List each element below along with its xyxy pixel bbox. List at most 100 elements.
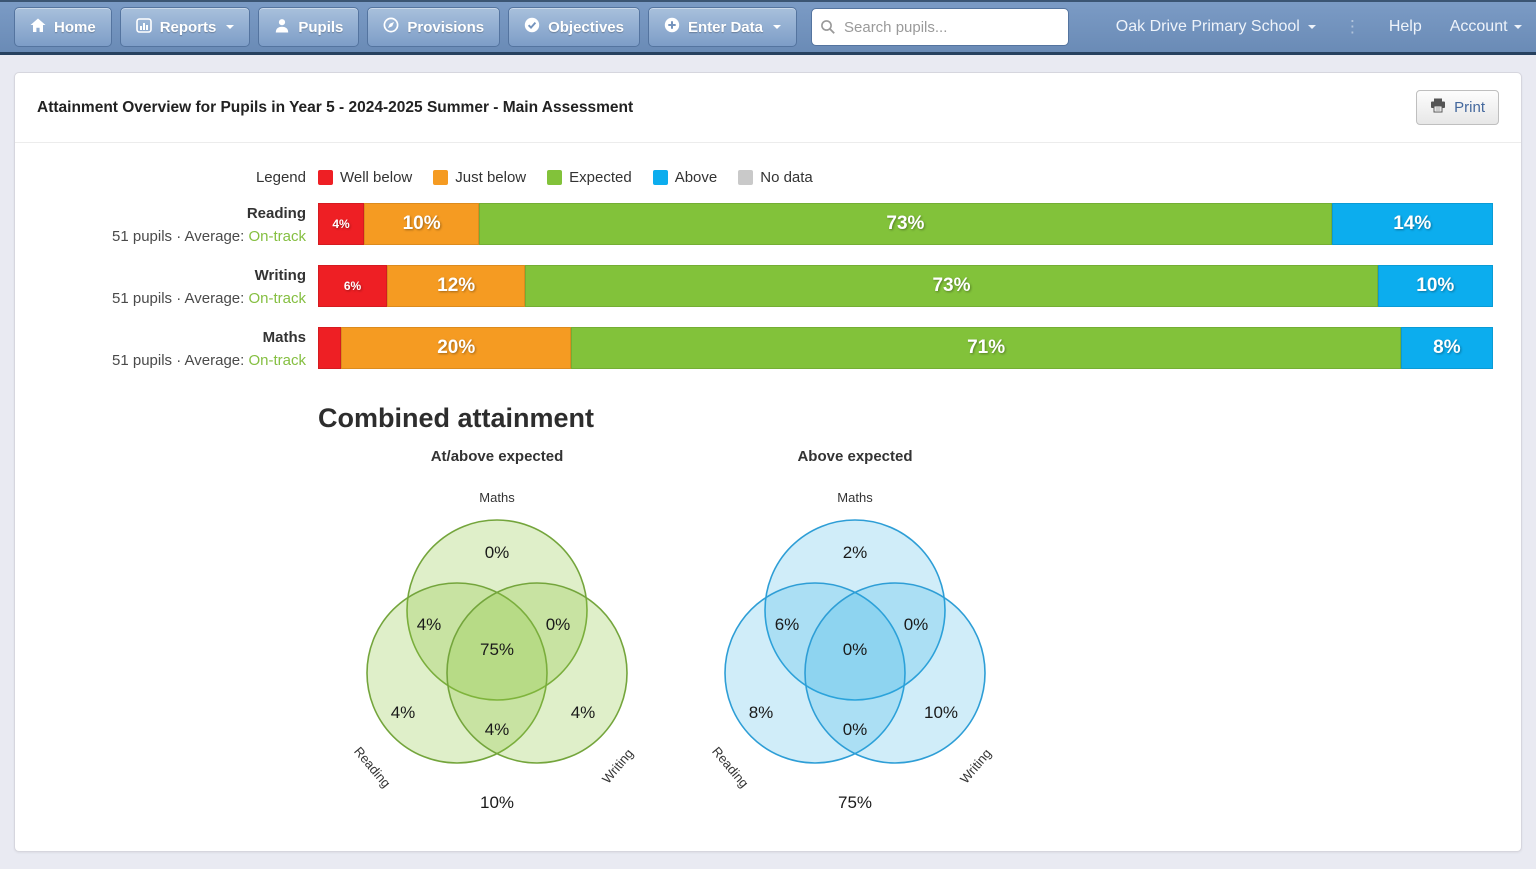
venn-above-expected: Above expected Maths 2% 6% 0% 0% 8% 0% 1… (676, 448, 1034, 815)
nav-enter-data-label: Enter Data (687, 18, 763, 36)
page-title: Attainment Overview for Pupils in Year 5… (37, 98, 634, 116)
svg-text:Reading: Reading (351, 744, 394, 791)
nav-objectives-button[interactable]: Objectives (508, 7, 640, 47)
svg-text:Maths: Maths (479, 490, 515, 505)
report-card: Attainment Overview for Pupils in Year 5… (14, 72, 1522, 852)
top-navbar: Home Reports Pupils Provisions Object (0, 0, 1536, 55)
svg-text:0%: 0% (843, 640, 868, 659)
attainment-bar: 4% 10% 73% 14% (318, 203, 1493, 245)
nav-reports-label: Reports (159, 18, 217, 36)
average-value: On-track (248, 228, 306, 245)
attainment-row-maths: Maths 51 pupils · Average: On-track 20% … (15, 327, 1521, 371)
svg-text:2%: 2% (843, 543, 868, 562)
svg-text:8%: 8% (749, 703, 774, 722)
row-subject: Reading (246, 205, 306, 222)
svg-text:10%: 10% (480, 793, 514, 812)
svg-text:Writing: Writing (599, 746, 636, 786)
svg-text:0%: 0% (546, 615, 571, 634)
nav-reports-button[interactable]: Reports (119, 7, 251, 47)
venn-chart-above-expected: Maths 2% 6% 0% 0% 8% 0% 10% Reading Writ… (709, 490, 994, 812)
vertical-dots-divider: ⋮ (1343, 17, 1361, 36)
svg-text:0%: 0% (485, 543, 510, 562)
svg-text:4%: 4% (571, 703, 596, 722)
printer-icon (1430, 98, 1446, 117)
account-label: Account (1449, 18, 1508, 35)
bar-segment[interactable]: 14% (1331, 203, 1493, 245)
average-value: On-track (248, 290, 306, 307)
svg-text:Maths: Maths (837, 490, 873, 505)
school-selector[interactable]: Oak Drive Primary School (1116, 18, 1316, 36)
bar-segment[interactable]: 73% (479, 203, 1332, 245)
home-icon (30, 18, 46, 37)
svg-text:Reading: Reading (709, 744, 752, 791)
svg-text:0%: 0% (904, 615, 929, 634)
pupil-search (811, 8, 1069, 46)
bar-segment[interactable]: 6% (318, 265, 388, 307)
chevron-down-icon (1514, 24, 1522, 29)
print-label: Print (1454, 99, 1485, 116)
bar-segment[interactable]: 73% (525, 265, 1378, 307)
check-circle-icon (524, 17, 540, 37)
chart-legend: Legend Well below Just below Expected Ab… (15, 169, 1521, 186)
attainment-chart: Legend Well below Just below Expected Ab… (15, 143, 1521, 815)
bar-segment[interactable]: 8% (1400, 327, 1493, 369)
bar-segment[interactable]: 10% (1377, 265, 1493, 307)
nav-pupils-button[interactable]: Pupils (258, 7, 360, 47)
attainment-row-reading: Reading 51 pupils · Average: On-track 4%… (15, 203, 1521, 247)
chevron-down-icon (773, 25, 781, 29)
compass-icon (383, 17, 399, 37)
navbar-right-group: Oak Drive Primary School ⋮ Help Account (1116, 17, 1522, 37)
bar-segment[interactable]: 71% (571, 327, 1401, 369)
nav-provisions-label: Provisions (407, 18, 485, 36)
chevron-down-icon (1307, 24, 1316, 29)
plus-circle-icon (664, 17, 680, 37)
legend-item: No data (738, 169, 813, 186)
bar-segment[interactable]: 12% (387, 265, 526, 307)
legend-title: Legend (255, 169, 306, 186)
nav-home-button[interactable]: Home (14, 7, 112, 47)
legend-item: Well below (318, 169, 412, 186)
legend-swatch (318, 170, 333, 185)
nav-objectives-label: Objectives (548, 18, 624, 36)
svg-text:0%: 0% (843, 720, 868, 739)
report-header: Attainment Overview for Pupils in Year 5… (15, 73, 1521, 143)
legend-item: Expected (547, 169, 632, 186)
legend-item: Just below (433, 169, 526, 186)
bar-segment[interactable]: 10% (364, 203, 480, 245)
nav-home-label: Home (54, 18, 96, 36)
legend-swatch (738, 170, 754, 185)
venn-diagrams: At/above expected Maths 0% 4% 0% 75% 4% … (318, 448, 1521, 815)
bar-segment[interactable]: 4% (318, 203, 365, 245)
row-info: 51 pupils · Average: On-track (112, 352, 306, 369)
bar-segment[interactable]: 20% (341, 327, 572, 369)
attainment-bar: 20% 71% 8% (318, 327, 1493, 369)
svg-text:10%: 10% (924, 703, 958, 722)
nav-provisions-button[interactable]: Provisions (367, 7, 501, 47)
chevron-down-icon (226, 25, 235, 29)
svg-text:4%: 4% (485, 720, 510, 739)
bar-segment[interactable] (318, 327, 342, 369)
row-info: 51 pupils · Average: On-track (112, 290, 306, 307)
search-input[interactable] (811, 8, 1069, 46)
legend-swatch (433, 170, 449, 185)
bar-chart-icon (135, 17, 152, 37)
row-subject: Maths (262, 329, 306, 346)
row-subject: Writing (254, 267, 306, 284)
svg-text:6%: 6% (775, 615, 800, 634)
attainment-row-writing: Writing 51 pupils · Average: On-track 6%… (15, 265, 1521, 309)
person-icon (274, 18, 290, 37)
average-value: On-track (248, 352, 306, 369)
attainment-bar: 6% 12% 73% 10% (318, 265, 1493, 307)
help-link[interactable]: Help (1388, 18, 1422, 35)
nav-enter-data-button[interactable]: Enter Data (647, 7, 797, 47)
legend-swatch (652, 170, 668, 185)
venn-chart-at-above-expected: Maths 0% 4% 0% 75% 4% 4% 4% Reading Writ… (351, 490, 636, 812)
school-name: Oak Drive Primary School (1115, 18, 1300, 35)
svg-text:75%: 75% (480, 640, 514, 659)
venn-title: At/above expected (430, 448, 564, 465)
print-button[interactable]: Print (1416, 90, 1499, 125)
row-info: 51 pupils · Average: On-track (112, 228, 306, 245)
legend-swatch (547, 170, 563, 185)
account-menu[interactable]: Account (1450, 18, 1522, 36)
